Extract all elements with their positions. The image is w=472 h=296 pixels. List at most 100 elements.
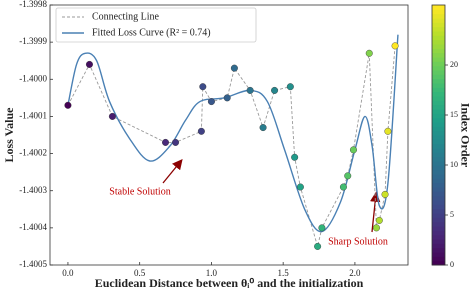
colorbar-cell xyxy=(432,74,445,80)
y-tick-label: -1.4002 xyxy=(19,148,47,158)
colorbar-cell xyxy=(432,187,445,192)
colorbar-tick-label: 0 xyxy=(450,260,454,269)
plot-frame xyxy=(49,4,409,266)
legend: Connecting Line Fitted Loss Curve (R² = 0… xyxy=(55,7,257,43)
point xyxy=(246,86,254,94)
colorbar-cell xyxy=(432,161,445,166)
colorbar-cell xyxy=(432,39,445,45)
legend-box xyxy=(55,7,257,43)
colorbar-cell xyxy=(432,200,445,205)
colorbar-cell xyxy=(432,122,445,127)
colorbar-cell xyxy=(432,126,445,132)
y-tick-label: -1.4000 xyxy=(19,73,47,83)
point xyxy=(223,94,231,102)
colorbar-cell xyxy=(432,165,445,171)
colorbar-cell xyxy=(432,178,445,184)
colorbar-cell xyxy=(432,234,445,240)
point xyxy=(318,224,326,232)
colorbar-cell xyxy=(432,217,445,223)
colorbar-cell xyxy=(432,226,445,231)
colorbar-cell xyxy=(432,61,445,67)
x-axis-label: Euclidean Distance between θᵢ⁰ and the i… xyxy=(95,276,364,290)
annotation: Stable Solution xyxy=(109,186,170,197)
colorbar-cell xyxy=(432,78,445,84)
colorbar-cell xyxy=(432,252,445,257)
colorbar-cell xyxy=(432,152,445,158)
colorbar-cell xyxy=(432,221,445,227)
point xyxy=(365,49,373,57)
point xyxy=(381,190,389,198)
annotation-arrow xyxy=(162,158,183,184)
colorbar-cell xyxy=(432,117,445,123)
x-tick-label: 1.5 xyxy=(278,268,290,278)
colorbar-cell xyxy=(432,109,445,114)
legend-label: Fitted Loss Curve (R² = 0.74) xyxy=(92,27,211,38)
colorbar-cell xyxy=(432,260,445,266)
point xyxy=(384,127,392,135)
x-tick-label: 0.5 xyxy=(134,268,146,278)
x-tick-label: 2.0 xyxy=(349,268,361,278)
y-axis-label: Loss Value xyxy=(2,107,16,163)
colorbar-cell xyxy=(432,83,445,88)
colorbar-cell xyxy=(432,247,445,253)
colorbar-cell xyxy=(432,22,445,28)
point xyxy=(64,101,72,109)
point xyxy=(230,64,238,72)
point xyxy=(85,60,93,68)
colorbar-cell xyxy=(432,191,445,197)
annotation: Sharp Solution xyxy=(328,236,388,247)
colorbar-cell xyxy=(432,31,445,36)
point xyxy=(108,112,116,120)
point xyxy=(349,146,357,154)
point xyxy=(314,242,322,250)
y-tick-label: -1.4004 xyxy=(19,222,47,232)
colorbar-cell xyxy=(432,5,445,10)
colorbar-cell xyxy=(432,48,445,54)
colorbar-tick-label: 5 xyxy=(450,210,454,219)
y-tick-label: -1.3998 xyxy=(19,0,47,9)
point xyxy=(286,83,294,91)
point xyxy=(162,138,170,146)
fitted-curve xyxy=(67,34,399,233)
colorbar-cell xyxy=(432,70,445,75)
colorbar-cell xyxy=(432,256,445,262)
colorbar-tick-label: 10 xyxy=(450,160,458,169)
colorbar-label: Index Order xyxy=(458,103,472,168)
colorbar-tick-label: 20 xyxy=(450,60,458,69)
colorbar-cell xyxy=(432,139,445,145)
colorbar-cell xyxy=(432,65,445,71)
point xyxy=(199,83,207,91)
point xyxy=(339,183,347,191)
colorbar-cell xyxy=(432,91,445,97)
x-tick-label: 1.0 xyxy=(206,268,218,278)
colorbar-cell xyxy=(432,135,445,140)
colorbar-cell xyxy=(432,44,445,49)
point xyxy=(291,153,299,161)
colorbar-tick-label: 15 xyxy=(450,110,458,119)
point xyxy=(391,42,399,50)
point xyxy=(259,124,267,132)
colorbar-cell xyxy=(432,18,445,23)
colorbar-cell xyxy=(432,57,445,62)
colorbar-cell xyxy=(432,13,445,19)
colorbar-cell xyxy=(432,156,445,162)
colorbar-cell xyxy=(432,239,445,244)
colorbar-cell xyxy=(432,104,445,110)
colorbar-cell xyxy=(432,130,445,136)
colorbar-cell xyxy=(432,230,445,236)
legend-label: Connecting Line xyxy=(92,11,159,22)
colorbar-cell xyxy=(432,213,445,218)
colorbar-cell xyxy=(432,113,445,119)
y-tick-label: -1.4001 xyxy=(19,110,47,120)
colorbar-cell xyxy=(432,204,445,210)
colorbar-cell xyxy=(432,96,445,101)
colorbar-cell xyxy=(432,148,445,153)
y-tick-label: -1.3999 xyxy=(19,36,47,46)
colorbar-cell xyxy=(432,100,445,106)
colorbar-cell xyxy=(432,169,445,175)
colorbar-cell xyxy=(432,143,445,149)
colorbar-frame xyxy=(431,4,446,266)
y-tick-label: -1.4005 xyxy=(19,259,47,269)
